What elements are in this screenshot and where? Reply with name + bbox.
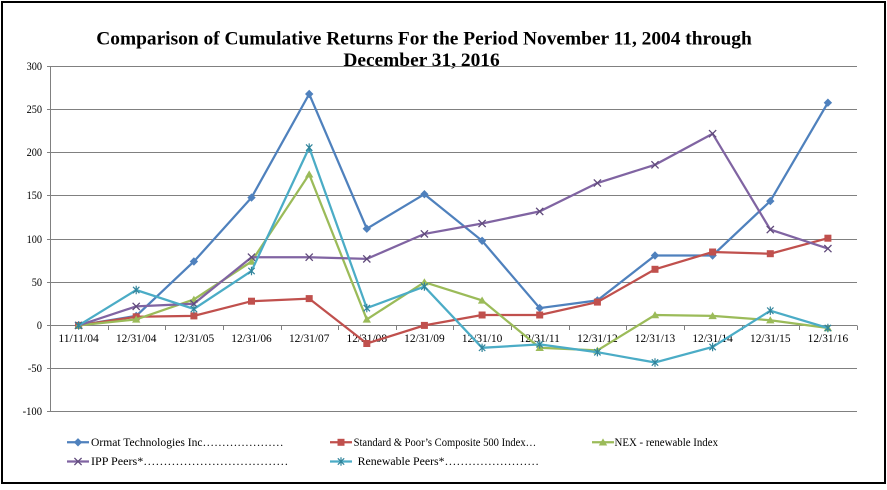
svg-text:NEX - renewable Index: NEX - renewable Index — [615, 435, 719, 449]
svg-text:12/31/07: 12/31/07 — [289, 331, 330, 345]
svg-text:12/31/09: 12/31/09 — [404, 331, 445, 345]
svg-text:Standard & Poor’s Composite 50: Standard & Poor’s Composite 500 Index… — [354, 435, 537, 449]
svg-text:300: 300 — [27, 59, 42, 73]
svg-text:0: 0 — [37, 318, 42, 332]
svg-text:12/31/13: 12/31/13 — [635, 331, 676, 345]
svg-text:12/31/12: 12/31/12 — [577, 331, 618, 345]
svg-text:-100: -100 — [23, 404, 42, 418]
svg-text:12/31/10: 12/31/10 — [462, 331, 503, 345]
svg-text:Ormat Technologies Inc…………………: Ormat Technologies Inc………………… — [91, 435, 284, 449]
svg-text:200: 200 — [27, 145, 42, 159]
svg-text:250: 250 — [27, 102, 42, 116]
svg-text:12/31/16: 12/31/16 — [808, 331, 849, 345]
svg-text:12/31/11: 12/31/11 — [519, 331, 560, 345]
svg-text:12/31/15: 12/31/15 — [750, 331, 791, 345]
svg-text:150: 150 — [27, 188, 42, 202]
svg-text:12/31/04: 12/31/04 — [116, 331, 157, 345]
svg-text:Comparison of Cumulative Retur: Comparison of Cumulative Returns For the… — [96, 29, 752, 50]
svg-text:Renewable Peers*……………………: Renewable Peers*…………………… — [358, 454, 539, 468]
svg-text:12/31/06: 12/31/06 — [231, 331, 272, 345]
svg-text:100: 100 — [27, 232, 42, 246]
svg-text:-50: -50 — [28, 361, 42, 375]
svg-text:12/31/05: 12/31/05 — [174, 331, 215, 345]
svg-text:11/11/04: 11/11/04 — [58, 331, 99, 345]
svg-text:50: 50 — [32, 275, 42, 289]
svg-text:December 31, 2016: December 31, 2016 — [343, 50, 500, 71]
svg-text:IPP Peers*………………………………: IPP Peers*……………………………… — [91, 454, 288, 468]
